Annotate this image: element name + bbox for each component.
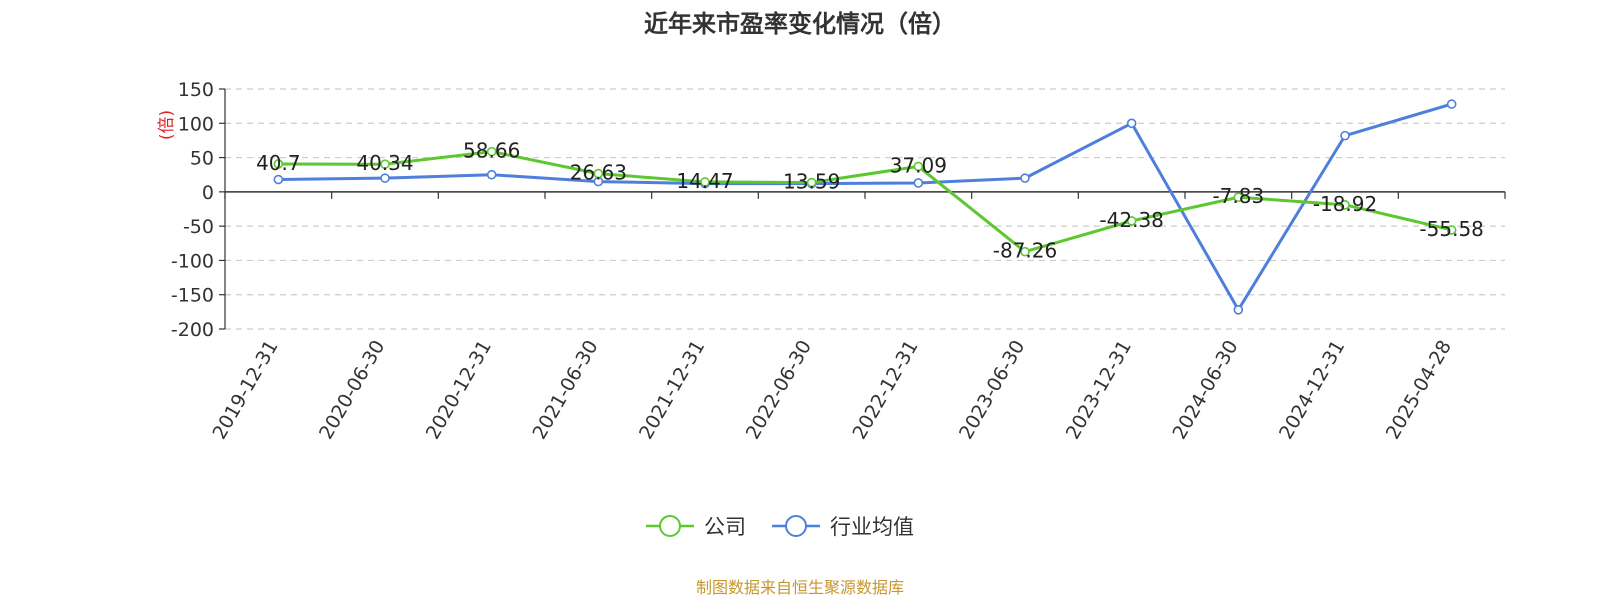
data-point	[1126, 216, 1137, 226]
series-lines	[273, 99, 1457, 315]
data-point	[380, 173, 390, 183]
y-tick-label: -100	[171, 250, 214, 272]
data-point	[593, 168, 604, 179]
data-label: -87.26	[993, 239, 1057, 263]
legend-label: 公司	[704, 515, 746, 539]
legend-marker-icon	[785, 515, 807, 537]
data-point	[1020, 173, 1030, 183]
data-point	[913, 178, 924, 188]
y-tick-label: 100	[178, 113, 214, 135]
data-point	[1446, 99, 1457, 109]
data-labels: 40.7 40.34 58.66 26.63 14.47 13.59 37.09 -87.26…	[256, 139, 1484, 263]
data-label: 58.66	[463, 139, 520, 163]
data-label: 40.7	[256, 151, 301, 175]
legend-label: 行业均值	[830, 515, 914, 539]
data-label: -42.38	[1099, 208, 1163, 232]
series-1	[273, 99, 1457, 315]
legend-item-1[interactable]: 行业均值	[772, 515, 914, 539]
x-tick-label: 2020-12-31	[422, 336, 496, 443]
x-tick-label: 2025-04-28	[1382, 337, 1456, 444]
data-point	[1233, 304, 1244, 315]
y-tick-label: 150	[178, 79, 214, 101]
data-point	[1340, 200, 1350, 210]
data-label: 40.34	[356, 151, 413, 175]
data-label: 37.09	[890, 153, 947, 177]
series-line	[278, 102, 1453, 312]
y-tick-label: -50	[183, 216, 214, 238]
x-tick-label: 2022-06-30	[742, 337, 816, 444]
legend-marker-icon	[659, 515, 681, 537]
x-tick-label: 2019-12-31	[208, 337, 282, 444]
x-tick-label: 2022-12-31	[848, 336, 922, 443]
data-label: -18.92	[1313, 192, 1377, 216]
source-note: 制图数据来自恒生聚源数据库	[696, 578, 904, 597]
legend: 公司 行业均值	[646, 515, 914, 539]
y-tick-label: 50	[190, 148, 214, 170]
legend-item-0[interactable]: 公司	[646, 515, 746, 539]
data-point	[1340, 130, 1350, 141]
x-tick-label: 2020-06-30	[315, 337, 389, 444]
x-tick-label: 2023-12-31	[1062, 337, 1136, 444]
chart-title: 近年来市盈率变化情况（倍）	[644, 10, 956, 38]
x-tick-label: 2021-06-30	[528, 337, 602, 444]
data-point	[486, 146, 497, 157]
data-point	[1233, 192, 1244, 203]
x-tick-label: 2024-12-31	[1275, 337, 1349, 444]
data-point	[1446, 225, 1457, 235]
data-label: 14.47	[676, 169, 733, 193]
data-label: -55.58	[1419, 217, 1483, 241]
data-point	[806, 177, 817, 188]
grid-lines	[225, 88, 1505, 330]
data-point	[486, 169, 497, 180]
data-point	[1126, 118, 1137, 129]
data-point	[273, 174, 284, 185]
series-line	[278, 150, 1453, 254]
y-tick-label: -150	[171, 285, 214, 307]
data-point	[700, 177, 710, 187]
y-tick-label: -200	[171, 319, 214, 341]
series-0	[273, 146, 1457, 257]
y-tick-label: 0	[202, 182, 214, 204]
x-tick-label: 2021-12-31	[635, 337, 709, 444]
data-label: -7.83	[1212, 184, 1264, 208]
y-axis-label: (倍)	[157, 110, 177, 140]
data-point	[380, 159, 390, 169]
data-point	[913, 161, 924, 172]
data-label: 26.63	[570, 161, 627, 185]
data-point	[273, 159, 284, 169]
data-label: 13.59	[783, 170, 840, 194]
x-tick-label: 2023-06-30	[955, 337, 1029, 444]
data-point	[1020, 246, 1030, 257]
x-tick-label: 2024-06-30	[1168, 337, 1242, 444]
